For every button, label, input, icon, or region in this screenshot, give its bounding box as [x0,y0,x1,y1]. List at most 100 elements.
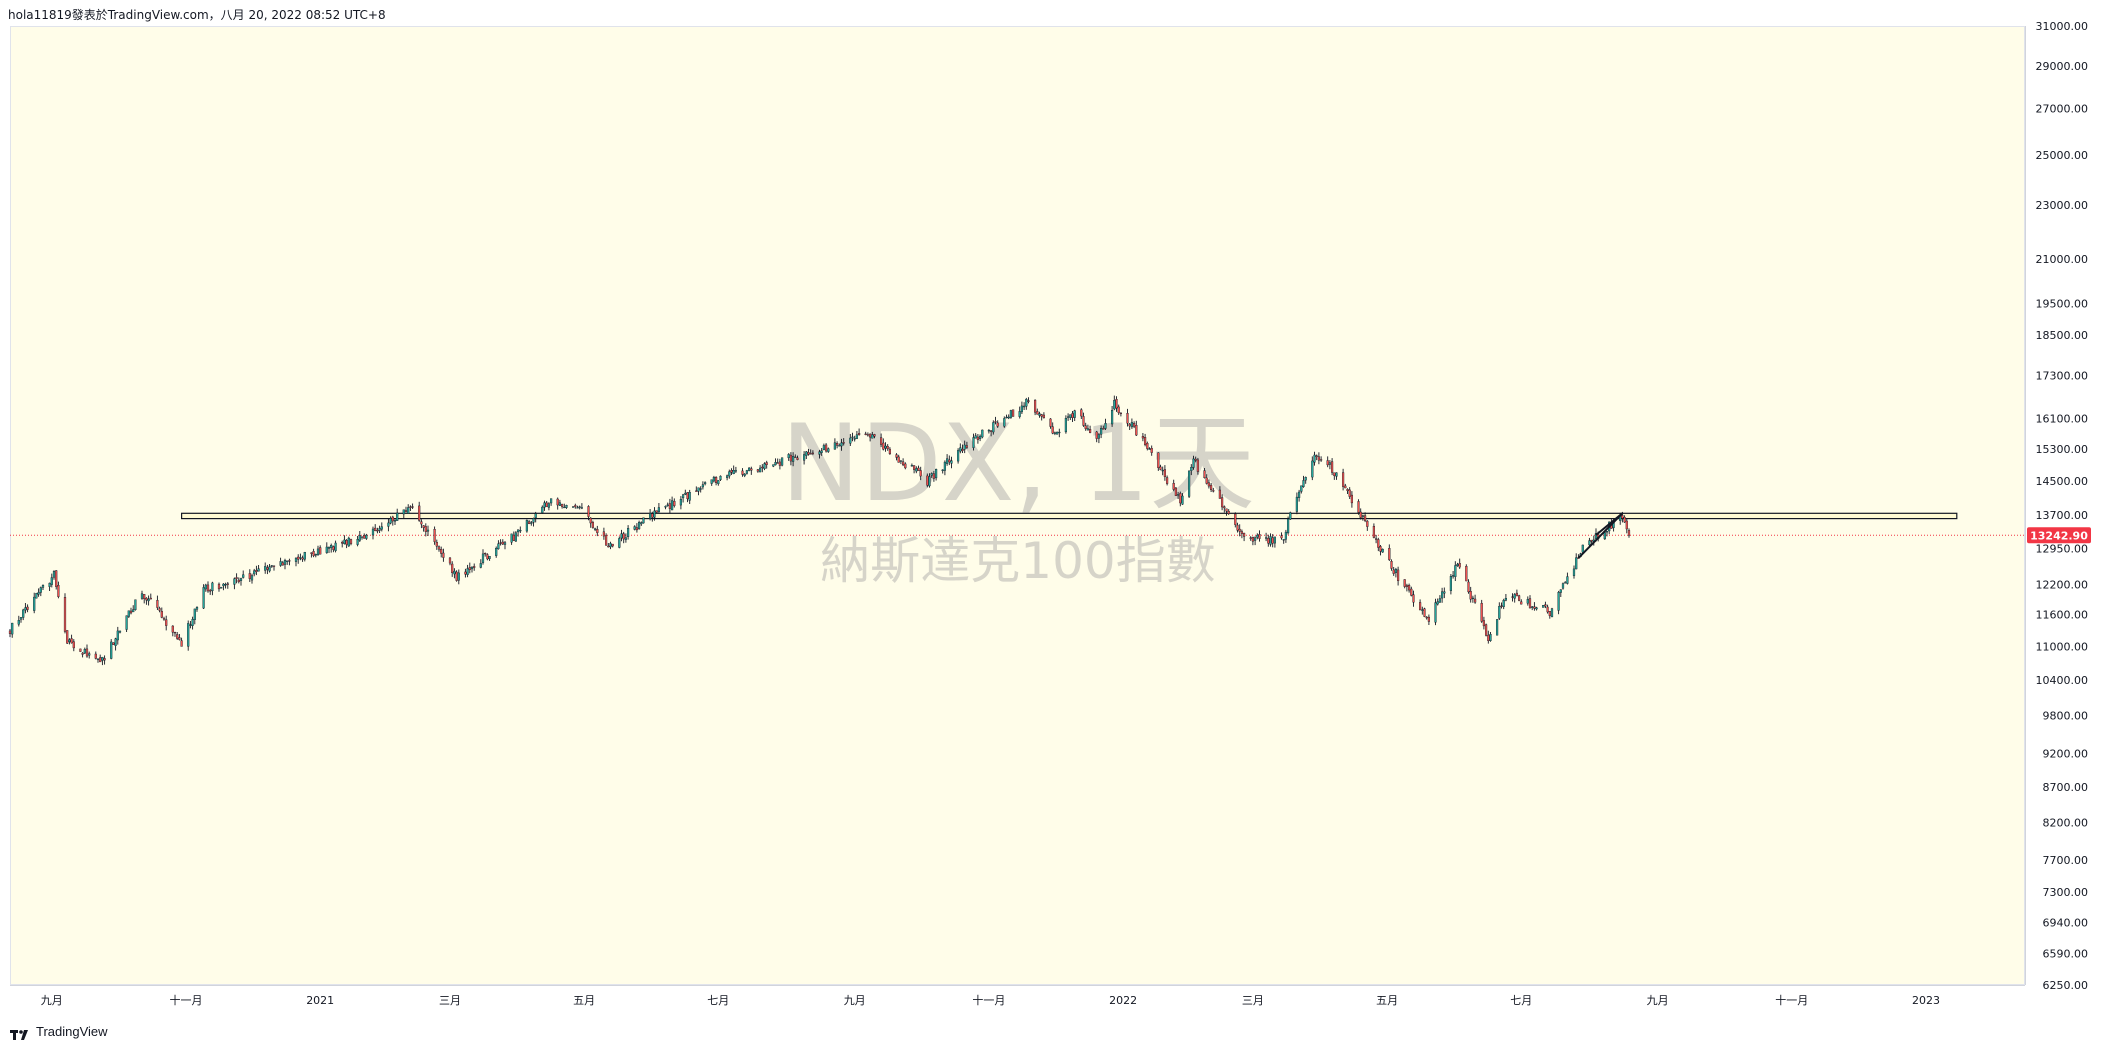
candle [792,452,795,467]
candle [913,465,916,474]
candle [1465,564,1468,582]
candle [787,453,790,461]
candle [902,458,905,467]
candle [1132,421,1136,429]
candle [1066,413,1070,421]
candle [457,569,460,585]
candle [41,584,45,590]
candle [1531,606,1534,611]
candle [314,553,317,558]
candle [1423,607,1426,618]
candle [580,503,583,510]
candle [855,431,858,439]
candle [440,546,443,558]
candle [374,524,377,532]
candle [833,438,836,450]
candle [312,548,315,558]
candle [63,593,67,634]
candle [602,527,605,540]
candle [1484,623,1488,637]
candle [699,486,702,493]
candle [1544,601,1547,609]
candle [1181,493,1184,505]
candle [849,434,852,446]
footer-brand[interactable]: TradingView [10,1024,108,1040]
candle [1271,534,1274,548]
candle [1421,606,1424,615]
price-tick-label: 16100.00 [2036,412,2089,425]
candle [1438,595,1441,603]
price-axis[interactable] [2025,26,2108,985]
candle [149,593,152,600]
candle [728,469,731,479]
chart-pane[interactable] [10,26,2025,985]
footer-brand-text: TradingView [36,1024,108,1039]
candle [22,608,25,621]
price-tick-label: 10400.00 [2036,674,2089,687]
candle [869,433,872,442]
candle [671,496,674,511]
candle [319,545,322,555]
candle [345,539,348,549]
candle [1227,509,1230,515]
candle [165,615,168,631]
candle [1625,519,1628,534]
candle [499,539,502,546]
candle [528,520,531,525]
candle [455,570,458,582]
candle [910,463,913,467]
candle [1449,574,1452,595]
candle [1049,418,1052,429]
candle [1126,408,1129,427]
candle [1326,456,1329,468]
candle [129,607,133,615]
candle [620,529,623,542]
candle [1434,598,1437,626]
candle [1018,406,1021,419]
price-tick-label: 18500.00 [2036,329,2089,342]
candle [96,658,100,663]
candle [55,570,58,590]
candle [576,505,579,509]
candle [1302,475,1305,488]
candle [525,519,528,533]
candle [1146,441,1149,451]
candle [565,504,568,509]
candle [532,517,535,527]
candle [1165,475,1169,486]
price-tick-label: 6940.00 [2043,916,2089,929]
candle [1058,428,1061,438]
candle [668,498,671,514]
candle [420,519,423,529]
trend-line[interactable] [1595,512,1624,536]
candle [349,538,353,546]
candle [1007,414,1010,420]
candle [635,523,638,533]
candle [68,638,71,645]
trend-line[interactable] [1577,512,1624,559]
candle [649,509,652,521]
publish-caption: hola11819發表於TradingView.com，八月 20, 2022 … [8,8,386,22]
chart-header: hola11819發表於TradingView.com，八月 20, 2022 … [0,0,2108,26]
candle [572,506,575,508]
candle [1557,590,1560,615]
resistance-band[interactable] [181,512,1958,520]
candle [1440,587,1444,603]
candle [209,588,212,595]
candle [1135,420,1138,436]
candle [404,506,408,513]
time-axis[interactable] [10,985,2025,1013]
candle [574,503,577,509]
candle [827,447,830,453]
candle [479,559,482,569]
candle [1315,454,1318,461]
candle [917,465,920,471]
candle [160,607,163,619]
candle [1242,532,1246,542]
candle [360,536,364,540]
candle [1225,508,1228,516]
candle [858,428,861,436]
candle [1504,594,1507,602]
candle [127,610,130,618]
